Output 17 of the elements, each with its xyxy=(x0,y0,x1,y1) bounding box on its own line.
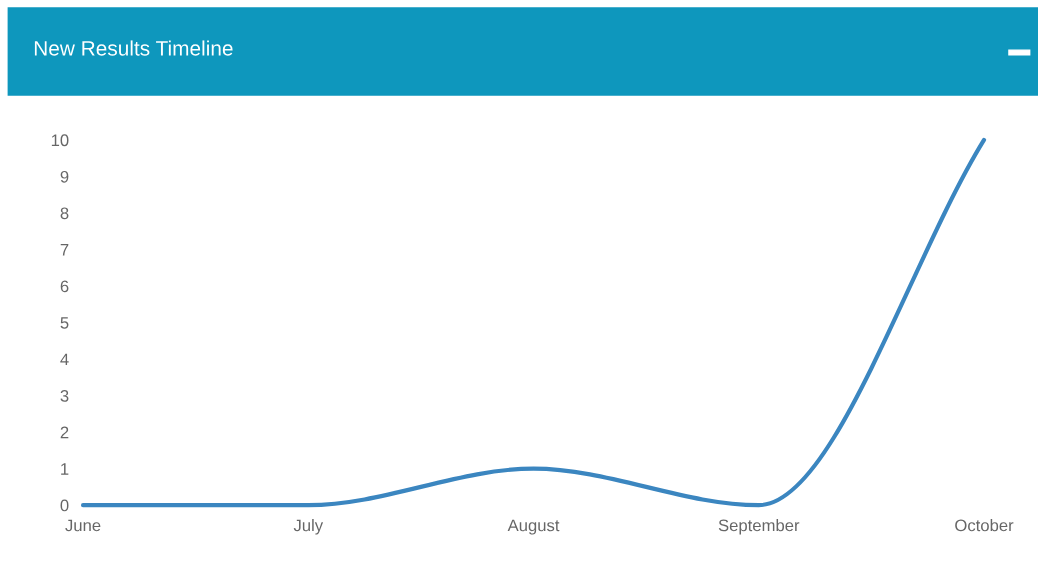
y-tick-label: 1 xyxy=(61,463,69,475)
y-tick-label: 6 xyxy=(60,280,69,293)
y-tick-label: 9 xyxy=(60,170,69,183)
y-tick-label: 4 xyxy=(60,353,69,366)
y-tick-label: 10 xyxy=(51,134,69,147)
y-tick-label: 5 xyxy=(60,317,69,329)
y-tick-label: 2 xyxy=(60,426,69,439)
x-tick-label: June xyxy=(65,519,101,532)
x-tick-label: October xyxy=(955,519,1014,532)
y-tick-label: 8 xyxy=(60,207,69,220)
y-tick-label: 3 xyxy=(60,390,69,402)
x-tick-label: September xyxy=(718,519,800,535)
chart-title: New Results Timeline xyxy=(34,40,233,56)
x-tick-label: August xyxy=(507,519,560,535)
y-tick-label: 0 xyxy=(60,499,69,512)
y-tick-label: 7 xyxy=(60,244,69,256)
x-tick-label: July xyxy=(293,519,324,535)
